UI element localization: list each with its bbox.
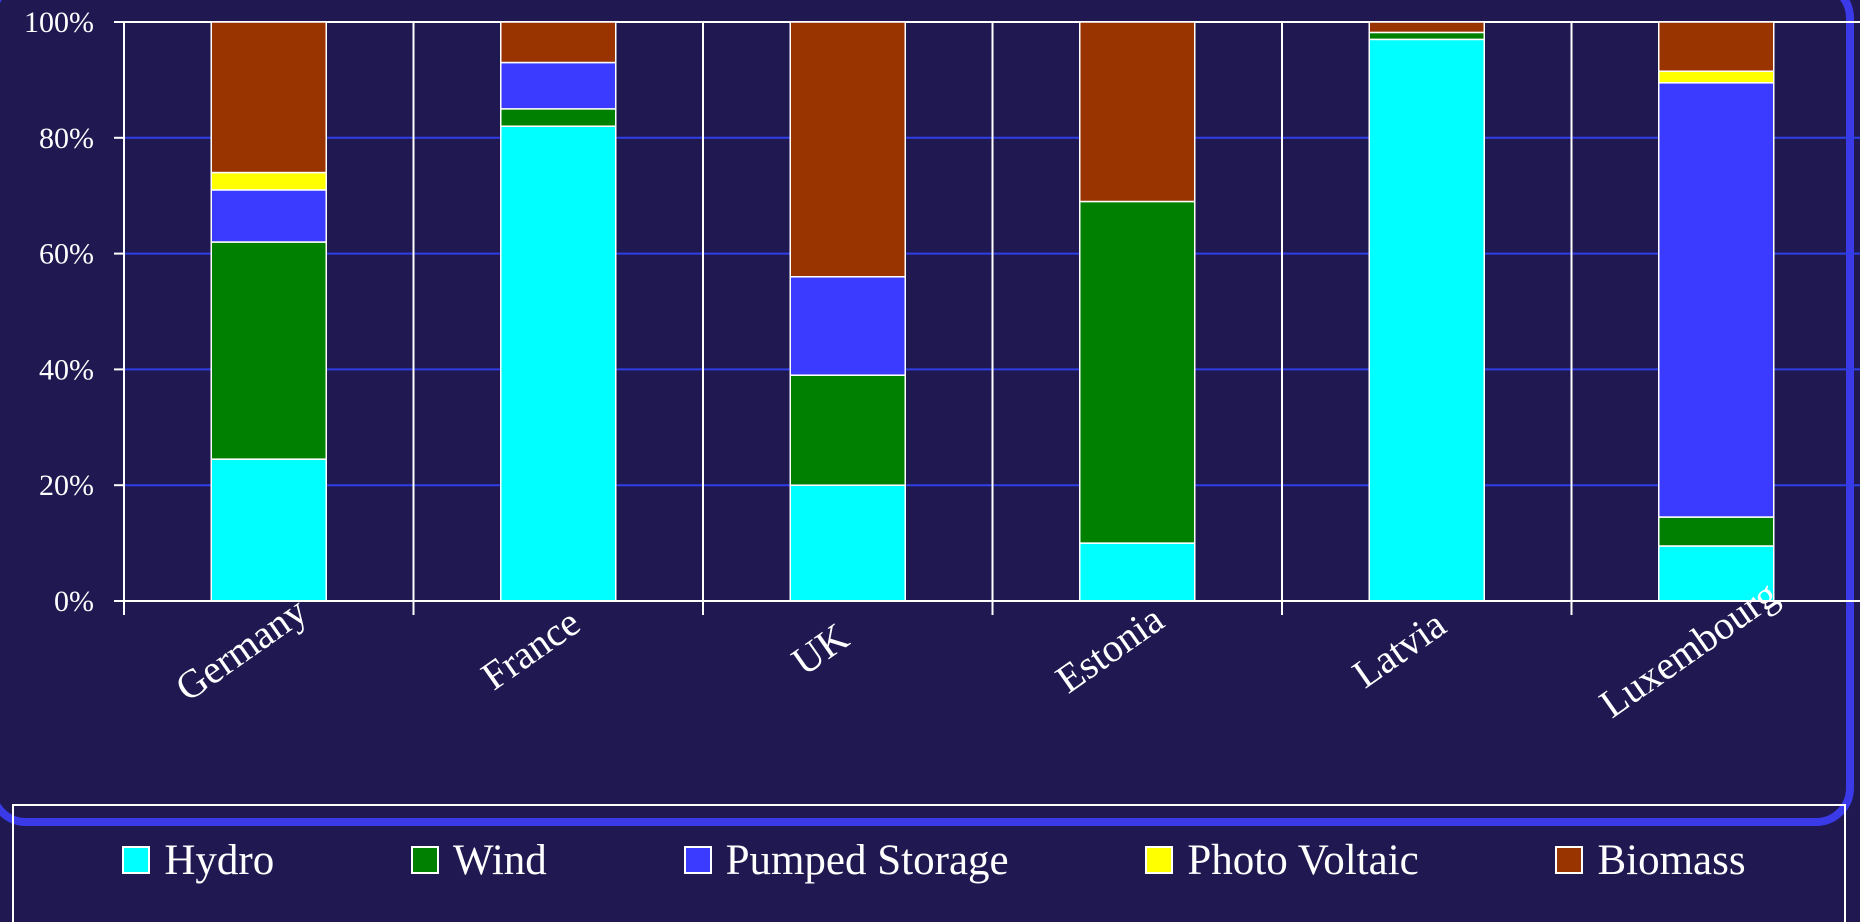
legend-swatch — [1145, 846, 1174, 874]
bar-segment-pumped-storage — [1658, 82, 1775, 518]
slide-frame — [0, 0, 1854, 826]
category-label: UK — [783, 614, 856, 684]
legend-label: Biomass — [1597, 836, 1746, 884]
legend-item-wind: Wind — [411, 836, 547, 885]
bar-segment-pumped-storage — [210, 189, 327, 243]
axes — [114, 21, 1860, 615]
y-tick-label: 0% — [54, 585, 94, 618]
bar-segment-pumped-storage — [789, 276, 906, 376]
bar-segment-biomass — [210, 21, 327, 174]
legend: Hydro Wind Pumped Storage Photo Voltaic Biom… — [12, 804, 1846, 922]
bar-segment-wind — [1368, 31, 1485, 41]
bar-segment-pumped-storage — [500, 61, 617, 110]
legend-swatch — [683, 846, 712, 874]
y-tick-label: 60% — [39, 238, 94, 271]
grid — [123, 21, 1860, 615]
category-label: Latvia — [1344, 601, 1454, 697]
bar-segment-wind — [1079, 200, 1196, 544]
bar-segment-wind — [210, 241, 327, 460]
legend-item-biomass: Biomass — [1555, 836, 1746, 885]
category-label: Germany — [167, 588, 315, 710]
bar-segment-photo-voltaic — [1658, 70, 1775, 84]
bar-segment-hydro — [1658, 545, 1775, 602]
legend-label: Pumped Storage — [725, 836, 1009, 884]
y-tick-label: 20% — [39, 469, 94, 502]
legend-swatch — [411, 846, 439, 874]
legend-label: Wind — [453, 836, 547, 884]
legend-swatch — [122, 846, 151, 874]
bars — [210, 21, 1775, 602]
bar-segment-hydro — [789, 484, 906, 602]
bar-segment-wind — [500, 108, 617, 127]
bar-segment-hydro — [1079, 542, 1196, 602]
category-label: Estonia — [1047, 596, 1171, 702]
bar-segment-biomass — [1368, 21, 1485, 34]
y-tick-label: 40% — [39, 353, 94, 386]
bar-segment-wind — [789, 374, 906, 486]
legend-label: Photo Voltaic — [1187, 836, 1419, 884]
legend-item-pumped-storage: Pumped Storage — [683, 836, 1009, 885]
legend-label: Hydro — [164, 836, 275, 884]
legend-swatch — [1555, 846, 1584, 874]
bar-segment-photo-voltaic — [210, 171, 327, 191]
stacked-bar-chart: 0% 20% 40% 60% 80% 100% Germany France UK Estonia… — [24, 6, 1860, 726]
y-tick-label: 100% — [24, 6, 94, 39]
bar-segment-biomass — [1079, 21, 1196, 203]
bar-segment-wind — [1658, 516, 1775, 547]
legend-item-photo-voltaic: Photo Voltaic — [1145, 836, 1419, 885]
bar-segment-hydro — [500, 125, 617, 602]
bar-segment-biomass — [789, 21, 906, 278]
bar-segment-biomass — [1658, 21, 1775, 72]
category-label: France — [473, 599, 588, 698]
bar-segment-hydro — [210, 458, 327, 602]
y-tick-label: 80% — [39, 122, 94, 155]
legend-item-hydro: Hydro — [122, 836, 274, 885]
bar-segment-biomass — [500, 21, 617, 64]
bar-segment-hydro — [1368, 38, 1485, 602]
